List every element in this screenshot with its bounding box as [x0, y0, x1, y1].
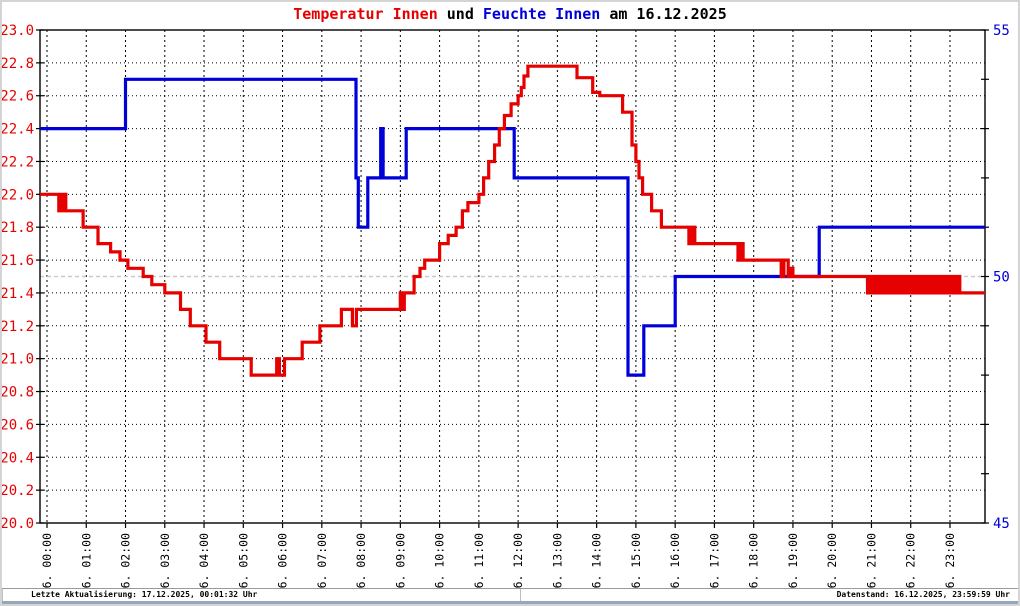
x-tick-label: 16. 23:00	[943, 533, 957, 588]
y-left-tick-label: 20.0	[2, 516, 34, 532]
x-tick-label: 16. 09:00	[393, 533, 407, 588]
y-left-tick-label: 21.2	[2, 319, 34, 335]
y-right-tick-label: 45	[993, 516, 1010, 532]
x-tick-label: 16. 08:00	[354, 533, 368, 588]
x-tick-label: 16. 22:00	[904, 533, 918, 588]
y-left-tick-label: 22.4	[2, 122, 34, 138]
x-tick-label: 16. 18:00	[747, 533, 761, 588]
y-right-tick-label: 50	[993, 270, 1010, 286]
x-tick-label: 16. 01:00	[79, 533, 93, 588]
y-left-tick-label: 21.0	[2, 352, 34, 368]
title-date: am 16.12.2025	[600, 5, 727, 23]
chart-title: Temperatur Innen und Feuchte Innen am 16…	[2, 5, 1018, 23]
y-left-tick-label: 21.4	[2, 286, 34, 302]
x-tick-label: 16. 20:00	[825, 533, 839, 588]
title-temperature: Temperatur Innen	[293, 5, 438, 23]
title-humidity: Feuchte Innen	[482, 5, 601, 23]
x-tick-label: 16. 19:00	[786, 533, 800, 588]
x-tick-label: 16. 07:00	[315, 533, 329, 588]
y-right-tick-label: 55	[993, 23, 1010, 39]
x-tick-label: 16. 11:00	[472, 533, 486, 588]
x-tick-label: 16. 12:00	[511, 533, 525, 588]
y-left-tick-label: 20.4	[2, 450, 34, 466]
status-bar: Letzte Aktualisierung: 17.12.2025, 00:01…	[2, 588, 1018, 604]
y-left-tick-label: 22.2	[2, 154, 34, 170]
status-last-update: Letzte Aktualisierung: 17.12.2025, 00:01…	[2, 589, 520, 601]
x-tick-label: 16. 13:00	[550, 533, 564, 588]
x-tick-label: 16. 17:00	[707, 533, 721, 588]
y-left-tick-label: 20.6	[2, 417, 34, 433]
humidity-line	[40, 77, 985, 377]
plot-svg: 23.0 22.8 22.6 22.4 22.2 22.0 21.8 21.6 21.4 21.2…	[2, 23, 1010, 588]
x-tick-label: 16. 14:00	[590, 533, 604, 588]
x-tick-label: 16. 06:00	[276, 533, 290, 588]
y-left-tick-label: 20.8	[2, 385, 34, 401]
title-and: und	[437, 5, 483, 23]
y-left-tick-label: 22.0	[2, 187, 34, 203]
y-left-tick-label: 22.8	[2, 56, 34, 72]
y-left-tick-label: 21.8	[2, 220, 34, 236]
x-tick-label: 16. 03:00	[158, 533, 172, 588]
y-left-tick-label: 20.2	[2, 483, 34, 499]
x-tick-label: 16. 16:00	[668, 533, 682, 588]
y-left-tick-label: 21.6	[2, 253, 34, 269]
x-tick-label: 16. 21:00	[864, 533, 878, 588]
temperature-line	[40, 64, 985, 377]
x-tick-label: 16. 10:00	[433, 533, 447, 588]
y-left-tick-label: 23.0	[2, 23, 34, 39]
status-data-timestamp: Datenstand: 16.12.2025, 23:59:59 Uhr	[520, 589, 1018, 601]
x-tick-label: 16. 04:00	[197, 533, 211, 588]
x-tick-label: 16. 02:00	[119, 533, 133, 588]
x-tick-label: 16. 15:00	[629, 533, 643, 588]
y-left-tick-label: 22.6	[2, 89, 34, 105]
x-tick-label: 16. 05:00	[236, 533, 250, 588]
x-tick-label: 16. 00:00	[40, 533, 54, 588]
